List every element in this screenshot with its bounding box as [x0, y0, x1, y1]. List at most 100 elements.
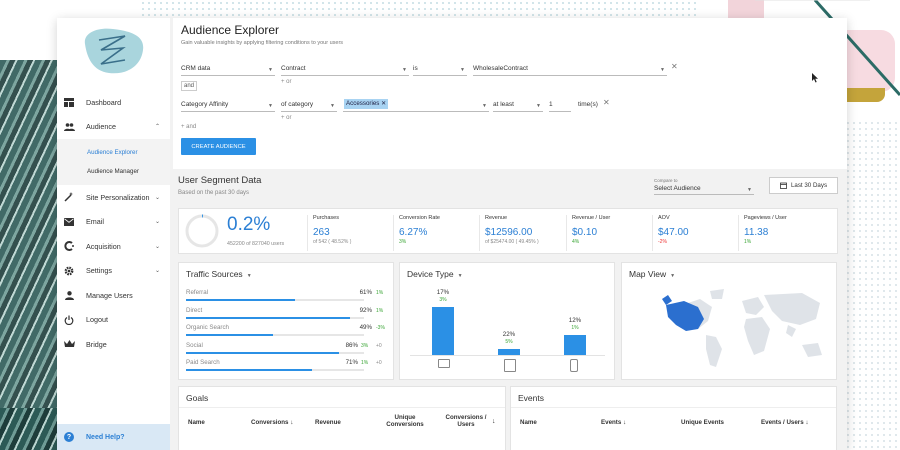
category-chip[interactable]: Accessories ✕	[344, 99, 389, 109]
count-value: 1	[549, 101, 553, 108]
traffic-source-pct: 86%	[345, 341, 358, 349]
tablet-icon	[504, 359, 516, 372]
sidebar-item-label: Site Personalization	[86, 192, 150, 202]
background-dots	[845, 120, 900, 450]
filter-field-select[interactable]: CRM data ▼	[181, 64, 275, 76]
stat-delta: 3%	[399, 239, 407, 245]
traffic-source-delta: 1%	[376, 307, 384, 314]
count-input[interactable]: 1	[549, 100, 571, 112]
gear-icon	[63, 265, 75, 277]
column-label: Events	[601, 419, 622, 426]
filter-field-select[interactable]: Category Affinity ▼	[181, 100, 275, 112]
stat-value: 6.27%	[399, 227, 428, 238]
audience-submenu: Audience Explorer Audience Manager	[57, 139, 170, 185]
chip-remove-icon[interactable]: ✕	[381, 100, 387, 107]
stat-label: Purchases	[313, 215, 339, 221]
sidebar-item-audience[interactable]: Audience ⌃	[57, 115, 170, 140]
sidebar-item-label: Audience	[86, 122, 116, 132]
device-bar-mobile	[564, 335, 586, 355]
traffic-sources-title[interactable]: Traffic Sources ▼	[186, 269, 252, 279]
filter-operator-select[interactable]: at least ▼	[493, 100, 543, 112]
goals-col-unique-conversions[interactable]: Unique Conversions	[386, 414, 424, 428]
map-view-title[interactable]: Map View ▼	[629, 269, 675, 279]
traffic-source-bar	[186, 351, 364, 354]
goals-title: Goals	[186, 393, 209, 403]
remove-filter-icon[interactable]: ✕	[671, 62, 678, 71]
need-help-button[interactable]: ? Need Help?	[57, 424, 170, 450]
filter-value-select[interactable]: WholesaleContract ▼	[473, 64, 667, 76]
traffic-source-name: Referral	[186, 289, 209, 296]
dropdown-arrow-icon: ▼	[268, 103, 273, 109]
remove-filter-icon[interactable]: ✕	[603, 98, 610, 107]
compare-label: Compare to	[654, 178, 678, 183]
traffic-source-bar-fill	[186, 299, 295, 301]
device-bar-tablet	[498, 348, 520, 355]
sidebar-item-label: Dashboard	[86, 97, 122, 107]
date-range-label: Last 30 Days	[790, 182, 828, 189]
sidebar-item-logout[interactable]: Logout	[57, 308, 170, 333]
sidebar-item-dashboard[interactable]: Dashboard	[57, 90, 170, 115]
stat-delta: 1%	[744, 239, 752, 245]
highlighted-region	[666, 301, 704, 331]
stat-value: $47.00	[658, 227, 689, 238]
traffic-source-row[interactable]: Social 86% 3% +0	[186, 342, 383, 359]
traffic-source-row[interactable]: Referral 61% 1%	[186, 289, 383, 306]
goals-col-name[interactable]: Name	[188, 419, 205, 426]
calendar-icon	[780, 182, 787, 189]
add-and-link[interactable]: + and	[181, 124, 197, 130]
create-audience-button[interactable]: CREATE AUDIENCE	[181, 138, 256, 155]
stat-value: $12596.00	[485, 227, 533, 238]
stat-label: Conversion Rate	[399, 215, 440, 221]
people-icon	[63, 121, 75, 133]
add-or-link[interactable]: + or	[281, 79, 292, 85]
sidebar-item-site-personalization[interactable]: Site Personalization ⌄	[57, 185, 170, 210]
add-or-link[interactable]: + or	[281, 115, 292, 121]
background-line	[755, 0, 900, 97]
background-dots	[140, 0, 700, 18]
stat-pageviews-per-user: Pageviews / User 11.38 1%	[738, 215, 787, 251]
dropdown-arrow-icon: ▼	[670, 273, 676, 279]
audience-explorer-panel: Audience Explorer Gain valuable insights…	[173, 18, 847, 169]
desktop-icon	[438, 359, 450, 368]
sidebar-item-settings[interactable]: Settings ⌄	[57, 259, 170, 284]
column-label: Conversions	[251, 419, 289, 426]
goals-col-conversions[interactable]: Conversions ↓	[251, 419, 293, 426]
filter-operator-select[interactable]: is ▼	[413, 64, 467, 76]
device-type-title[interactable]: Device Type ▼	[407, 269, 463, 279]
compare-select[interactable]: Select Audience ▼	[654, 184, 754, 195]
user-icon	[63, 289, 75, 301]
sidebar-item-email[interactable]: Email ⌄	[57, 210, 170, 235]
category-multiselect[interactable]: ▼	[343, 100, 489, 112]
filter-subfield-select[interactable]: Contract ▼	[281, 64, 409, 76]
traffic-source-name: Social	[186, 341, 203, 349]
date-range-button[interactable]: Last 30 Days	[769, 177, 838, 194]
events-col-name[interactable]: Name	[520, 419, 537, 426]
traffic-source-delta: 1%	[376, 290, 384, 296]
column-label: Events / Users	[761, 419, 804, 426]
filter-field-value: Category Affinity	[181, 101, 229, 108]
sidebar-item-label: Logout	[86, 315, 108, 325]
events-col-unique-events[interactable]: Unique Events	[681, 419, 724, 426]
sort-arrow-icon: ↓	[623, 419, 627, 426]
sidebar-item-label: Acquisition	[86, 241, 121, 251]
device-bar-desktop	[432, 307, 454, 355]
dropdown-arrow-icon: ▼	[268, 67, 273, 73]
sidebar-item-manage-users[interactable]: Manage Users	[57, 283, 170, 308]
events-col-events-per-user[interactable]: Events / Users ↓	[761, 419, 808, 426]
sidebar-subitem-audience-manager[interactable]: Audience Manager	[87, 168, 139, 175]
goals-col-revenue[interactable]: Revenue	[315, 419, 341, 426]
filter-subfield-select[interactable]: of category ▼	[281, 100, 337, 112]
stats-panel: 0.2% 452200 of 827040 users Purchases 26…	[178, 208, 838, 254]
sidebar-subitem-audience-explorer[interactable]: Audience Explorer	[87, 149, 138, 156]
traffic-source-bar-fill	[186, 316, 350, 319]
goals-col-conversions-per-user[interactable]: Conversions / Users	[445, 414, 487, 428]
device-pct-label: 22%	[502, 330, 516, 338]
sidebar-item-bridge[interactable]: Bridge	[57, 332, 170, 357]
events-col-events[interactable]: Events ↓	[601, 419, 626, 426]
sidebar-item-acquisition[interactable]: Acquisition ⌄	[57, 234, 170, 259]
traffic-source-row[interactable]: Paid Search 71% 1% +0	[186, 359, 383, 376]
traffic-source-row[interactable]: Organic Search 49% -3%	[186, 324, 385, 341]
traffic-source-row[interactable]: Direct 92% 1%	[186, 307, 383, 324]
and-label: and	[181, 81, 198, 91]
sort-arrow-icon: ↓	[492, 418, 496, 425]
